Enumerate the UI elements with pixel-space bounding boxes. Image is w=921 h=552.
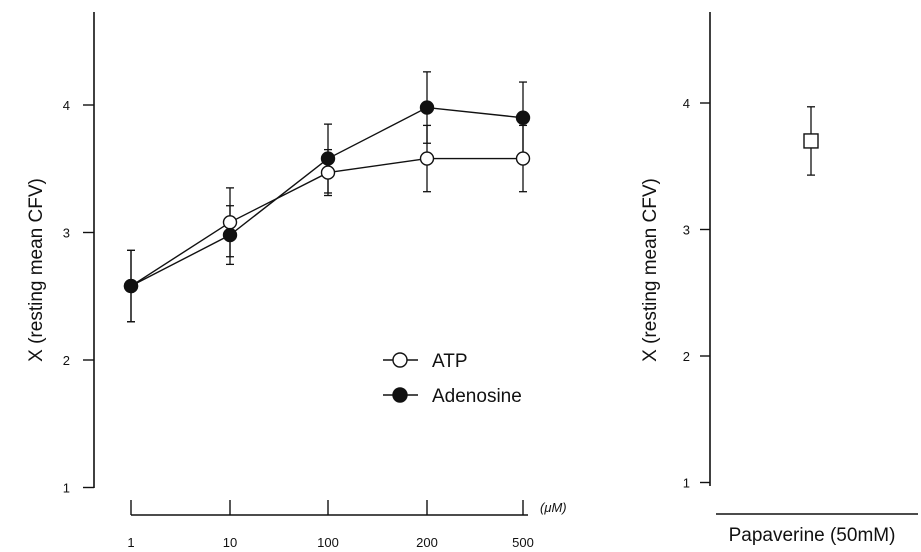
legend-item-adenosine: Adenosine <box>383 386 522 407</box>
series-line-adenosine <box>130 106 524 287</box>
right-y-axis-title: X (resting mean CFV) <box>640 178 661 362</box>
data-point-atp <box>419 151 435 166</box>
left-y-ticks: 1 2 3 4 <box>63 98 94 496</box>
data-point-papaverine <box>803 133 819 149</box>
left-y-axis-title: X (resting mean CFV) <box>26 178 47 362</box>
left-x-ticks: 1 10 100 200 500 <box>127 500 534 550</box>
right-y-tick-label: 1 <box>683 476 690 491</box>
right-y-tick-label: 4 <box>683 96 690 111</box>
x-unit-label: (μM) <box>540 500 567 515</box>
legend: ATP Adenosine <box>383 351 522 407</box>
data-point-adenosine <box>222 227 238 243</box>
data-point-adenosine <box>419 100 435 115</box>
legend-label-adenosine: Adenosine <box>432 386 522 407</box>
data-point-adenosine <box>320 151 336 166</box>
left-y-tick-label: 1 <box>63 481 70 496</box>
legend-marker-atp <box>392 352 408 368</box>
data-point-atp <box>222 215 238 230</box>
left-x-tick-label: 100 <box>317 535 339 550</box>
right-x-axis-label: Papaverine (50mM) <box>729 525 896 546</box>
left-y-tick-label: 2 <box>63 353 70 368</box>
left-x-tick-label: 200 <box>416 535 438 550</box>
data-point-atp <box>515 151 531 166</box>
right-chart: 1 2 3 4 X (resting mean CFV) Papaverine (50… <box>640 12 918 546</box>
left-y-tick-label: 4 <box>63 98 70 113</box>
legend-item-atp: ATP <box>383 351 468 372</box>
data-point-adenosine <box>515 110 531 125</box>
left-series <box>123 71 531 323</box>
left-y-tick-label: 3 <box>63 226 70 241</box>
left-x-tick-label: 500 <box>512 535 534 550</box>
left-chart: 1 2 3 4 X (resting mean CFV) 1 10 100 200 500 (… <box>26 12 567 550</box>
left-x-tick-label: 10 <box>223 535 237 550</box>
right-y-tick-label: 3 <box>683 223 690 238</box>
data-point-atp <box>320 165 336 180</box>
legend-label-atp: ATP <box>432 351 468 372</box>
left-x-tick-label: 1 <box>127 535 134 550</box>
right-series <box>803 106 819 176</box>
legend-marker-adenosine <box>392 387 408 403</box>
right-y-ticks: 1 2 3 4 <box>683 96 710 491</box>
right-y-tick-label: 2 <box>683 349 690 364</box>
data-point-adenosine <box>123 278 139 294</box>
